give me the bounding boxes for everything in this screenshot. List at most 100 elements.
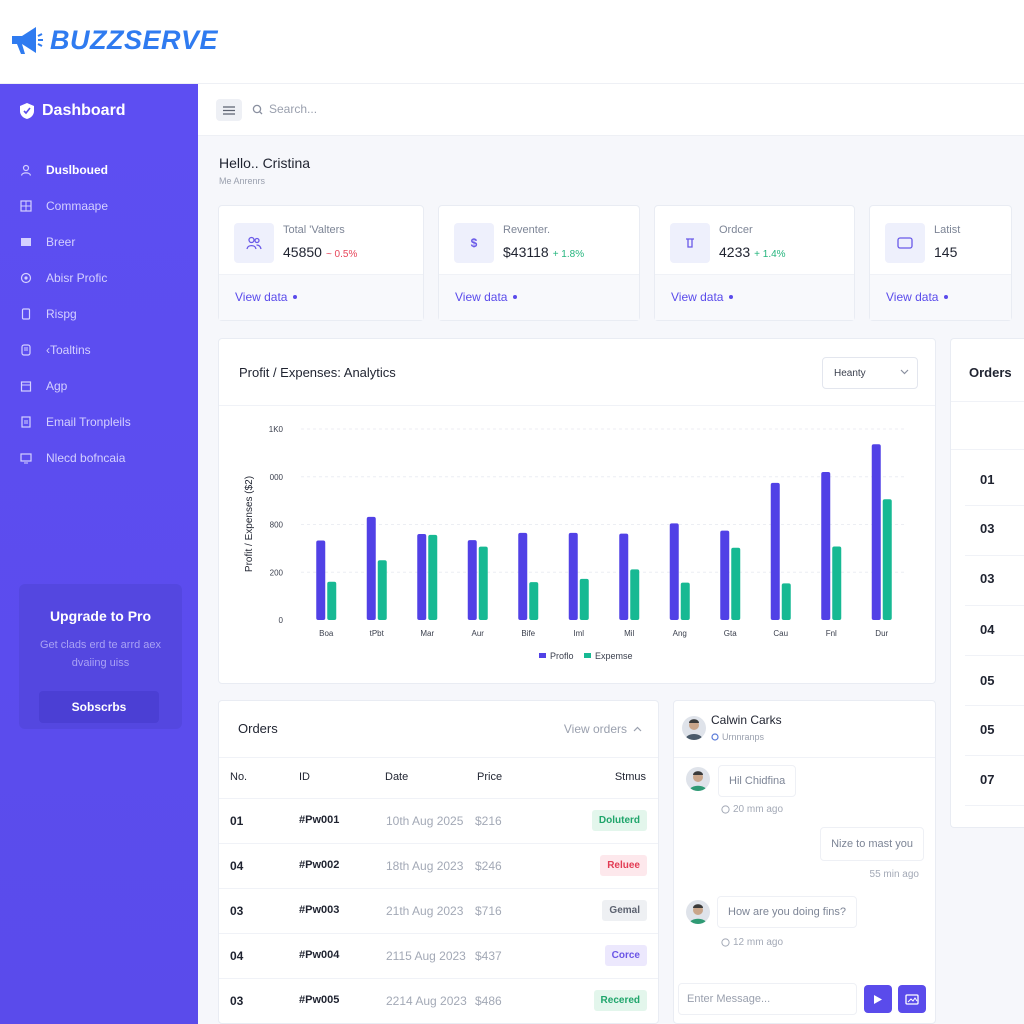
orders-title: Orders	[238, 721, 278, 736]
sidebar-heading[interactable]: Dashboard	[18, 102, 126, 120]
order-date: 2214 Aug 2023	[386, 994, 467, 1008]
divider	[951, 401, 1024, 402]
divider	[219, 757, 658, 758]
play-icon	[874, 994, 882, 1004]
order-price: $246	[475, 859, 502, 873]
legend-label: Expemse	[595, 651, 633, 661]
column-header-status[interactable]: Stmus	[614, 771, 646, 783]
view-data-link[interactable]: View data	[455, 290, 518, 304]
brand-logo[interactable]: BUZZSERVE	[8, 22, 218, 58]
subscribe-button[interactable]: Sobscrbs	[39, 691, 159, 723]
sidebar-item-breer[interactable]: Breer	[20, 224, 190, 260]
order-id: #Pw001	[299, 814, 340, 826]
table-row[interactable]: 04 #Pw004 2115 Aug 2023 $437 Corce	[219, 933, 658, 978]
status-badge: Recered	[593, 990, 647, 1011]
stat-label: Reventer.	[503, 224, 551, 236]
sidebar-item-rispg[interactable]: Rispg	[20, 296, 190, 332]
expense-bar	[630, 569, 640, 620]
sidebar-item-label: Agp	[46, 379, 68, 393]
legend-swatch	[539, 653, 546, 658]
table-row[interactable]: 03 #Pw003 21th Aug 2023 $716 Gemal	[219, 888, 658, 933]
legend-swatch	[584, 653, 591, 658]
column-header-price[interactable]: Price	[477, 771, 503, 783]
stat-label: Ordcer	[719, 224, 753, 236]
stat-value: 4233 + 1.4%	[719, 244, 786, 260]
sidebar-item-label: Breer	[46, 235, 76, 249]
stat-card-visitors: Total 'Valters 45850 ~ 0.5% View data	[218, 205, 424, 321]
expense-bar	[377, 560, 387, 620]
view-data-link[interactable]: View data	[235, 290, 298, 304]
column-header-id[interactable]: ID	[299, 771, 310, 783]
order-id: #Pw002	[299, 859, 340, 871]
sidebar-item-profile[interactable]: Abisr Profic	[20, 260, 190, 296]
orders-side-number: 07	[980, 772, 995, 787]
bag-icon	[686, 238, 694, 248]
chat-status-label: Urnnranps	[722, 732, 765, 742]
chevron-down-icon	[900, 369, 909, 375]
view-data-link[interactable]: View data	[671, 290, 734, 304]
view-data-link[interactable]: View data	[886, 290, 949, 304]
table-row[interactable]: 01 #Pw001 10th Aug 2025 $216 Doluterd	[219, 798, 658, 843]
x-tick-label: Dur	[875, 629, 888, 638]
chat-timestamp: 12 mm ago	[721, 937, 783, 948]
hamburger-icon	[223, 105, 235, 115]
sidebar-item-toaltins[interactable]: ‹Toaltins	[20, 332, 190, 368]
order-date: 10th Aug 2025	[386, 814, 464, 828]
chat-timestamp: 55 min ago	[869, 869, 919, 880]
divider	[965, 505, 1024, 506]
avatar[interactable]	[686, 767, 710, 791]
stat-value-number: 45850	[283, 244, 322, 260]
view-data-label: View data	[455, 290, 508, 304]
send-button[interactable]	[864, 985, 892, 1013]
profit-bar	[417, 534, 427, 620]
order-date: 21th Aug 2023	[386, 904, 464, 918]
sidebar-menu: Duslboued Commaape Breer Abisr Profic Ri…	[20, 152, 190, 476]
expense-bar	[882, 499, 892, 620]
stat-delta: ~ 0.5%	[325, 249, 358, 260]
orders-side-number: 03	[980, 571, 995, 586]
dot-icon	[944, 295, 949, 299]
profit-bar	[366, 516, 376, 620]
x-tick-label: Aur	[472, 629, 485, 638]
order-number: 04	[230, 859, 244, 873]
profit-bar	[316, 540, 326, 620]
sidebar-item-email-templates[interactable]: Email Tronpleils	[20, 404, 190, 440]
expense-bar	[781, 583, 791, 620]
order-number: 01	[230, 814, 244, 828]
column-header-date[interactable]: Date	[385, 771, 409, 783]
stat-value: 145	[934, 244, 957, 260]
stat-footer: View data	[439, 274, 639, 320]
view-orders-link[interactable]: View orders	[564, 722, 642, 736]
avatar[interactable]	[686, 900, 710, 924]
y-tick-label: 1K0	[269, 425, 284, 434]
bar-chart: 0 200 800 000 1K0 Profit / Expenses ($2) Boa tP…	[244, 425, 907, 661]
chat-time-label: 12 mm ago	[733, 937, 784, 948]
column-header-no[interactable]: No.	[230, 771, 248, 783]
message-input[interactable]	[678, 983, 857, 1015]
sidebar-item-notifications[interactable]: Nlecd bofncaia	[20, 440, 190, 476]
sidebar-item-commerce[interactable]: Commaape	[20, 188, 190, 224]
table-row[interactable]: 04 #Pw002 18th Aug 2023 $246 Reluee	[219, 843, 658, 888]
stat-card-revenue: $ Reventer. $43118 + 1.8% View data	[438, 205, 640, 321]
stat-value-number: 4233	[719, 244, 751, 260]
x-tick-label: Ang	[673, 629, 687, 638]
sidebar-item-dashboard[interactable]: Duslboued	[20, 152, 190, 188]
view-orders-label: View orders	[563, 722, 627, 736]
avatar[interactable]	[682, 716, 706, 740]
y-tick-label: 000	[270, 473, 284, 482]
search-bar[interactable]: Search...	[252, 102, 317, 116]
order-id: #Pw005	[299, 994, 340, 1006]
table-row[interactable]: 03 #Pw005 2214 Aug 2023 $486 Recered	[219, 978, 658, 1023]
megaphone-icon	[12, 27, 43, 54]
sidebar-item-agp[interactable]: Agp	[20, 368, 190, 404]
sidebar-heading-label: Dashboard	[42, 102, 126, 119]
grid-icon	[20, 200, 32, 212]
attach-button[interactable]	[898, 985, 926, 1013]
order-id: #Pw003	[299, 904, 340, 916]
expense-bar	[428, 534, 438, 620]
period-select[interactable]: Heanty	[822, 357, 918, 389]
menu-button[interactable]	[216, 99, 242, 121]
orders-side-panel: Orders 01 03 03 04 05 05 07	[950, 338, 1024, 828]
profit-bar	[821, 471, 831, 620]
stat-footer: View data	[655, 274, 854, 320]
